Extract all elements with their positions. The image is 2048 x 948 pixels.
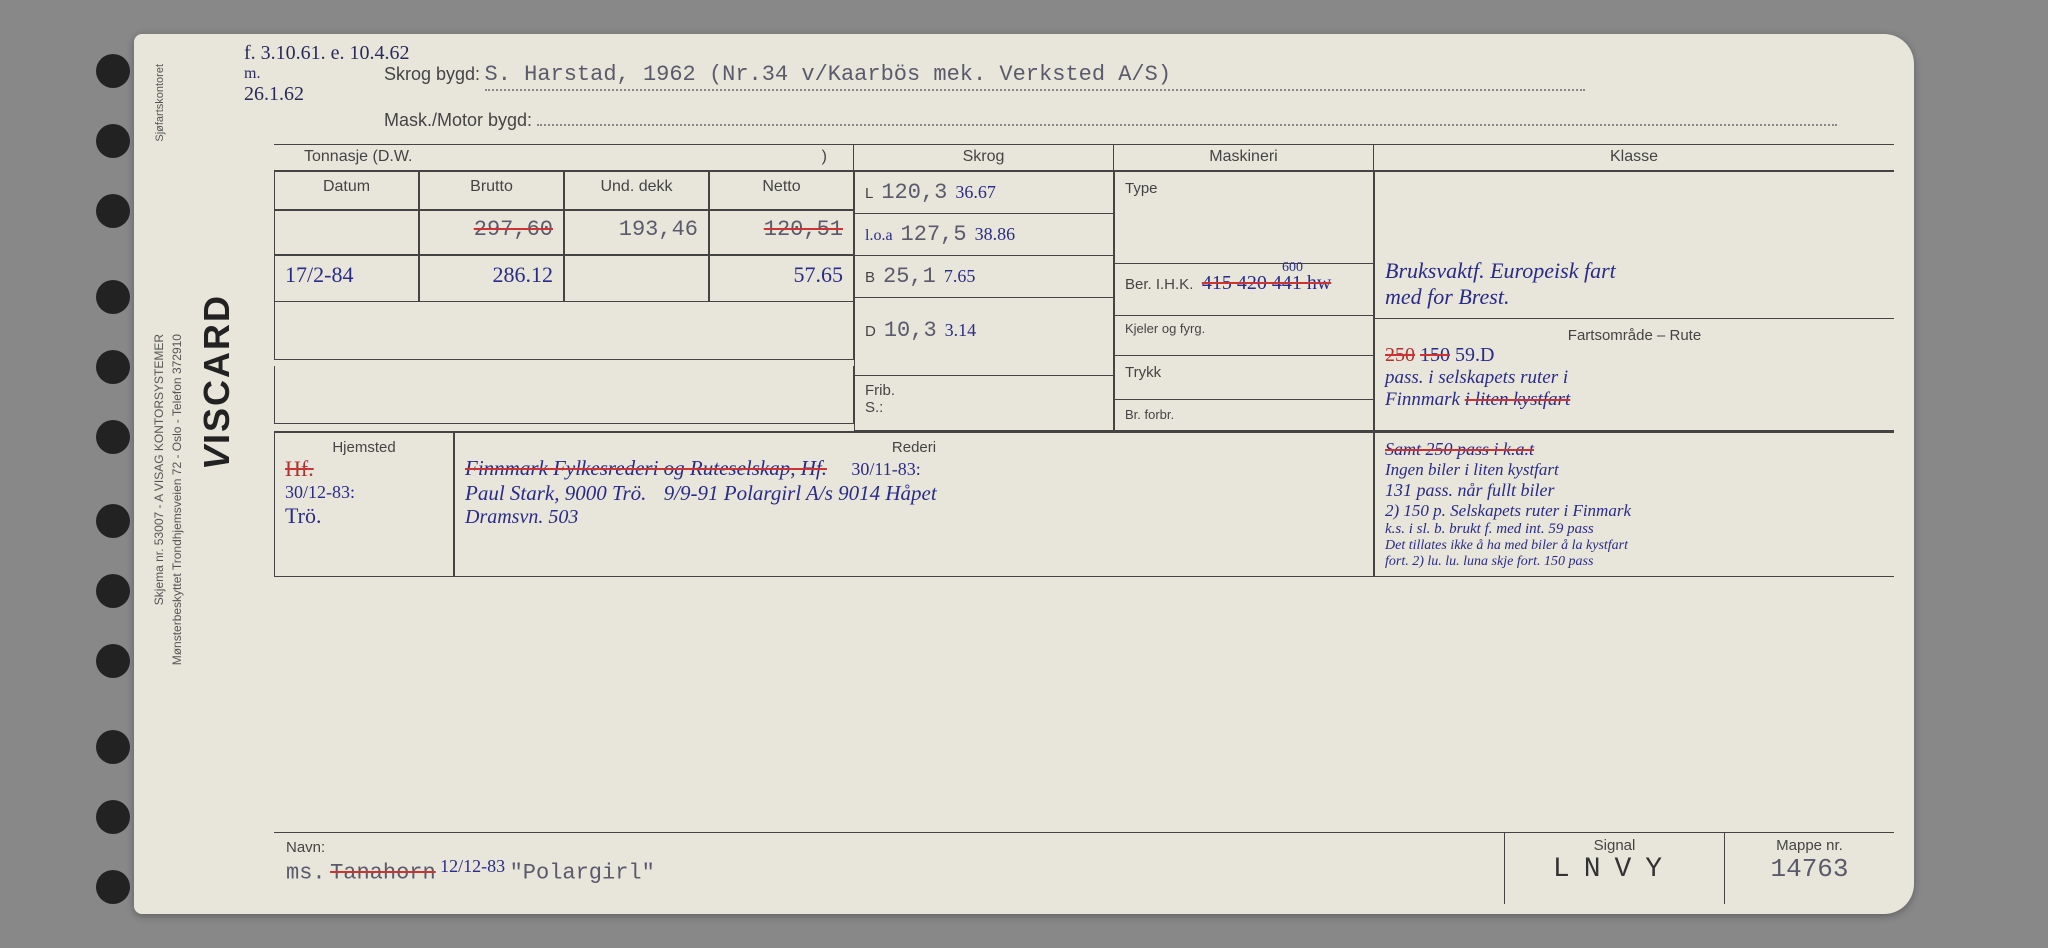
side-top-label: Sjøfartskontoret — [154, 64, 166, 142]
note-b: m. — [244, 65, 260, 82]
skrog-L-alt: 36.67 — [955, 182, 996, 203]
content: f. 3.10.61. e. 10.4.62 m. 26.1.62 Skrog … — [274, 44, 1894, 904]
side-line2: Mønsterbeskyttet Trondhjemsveien 72 - Os… — [170, 334, 186, 665]
mappe-value: 14763 — [1735, 854, 1884, 884]
th-unddekk: Und. dekk — [564, 171, 709, 210]
r1-unddekk: 193,46 — [564, 210, 709, 256]
signal-value: LNVY — [1515, 854, 1714, 885]
th-maskineri: Maskineri — [1114, 144, 1374, 170]
side-line1: Skjema nr. 53007 - A VISAG KONTORSYSTEME… — [152, 334, 168, 605]
r1-datum — [274, 210, 419, 256]
skrog-val: S. Harstad, 1962 (Nr.34 v/Kaarbös mek. V… — [485, 62, 1585, 91]
r2-brutto: 286.12 — [419, 255, 564, 302]
signal-box: Signal LNVY — [1504, 833, 1724, 904]
brand-logo: VVISCARDISCARD — [196, 294, 238, 470]
skrog-D-alt: 3.14 — [945, 320, 977, 341]
th-skrog: Skrog — [854, 144, 1114, 170]
mappe-box: Mappe nr. 14763 — [1724, 833, 1894, 904]
klasse-text1: Bruksvaktf. Europeisk fart — [1385, 258, 1884, 284]
index-card: Sjøfartskontoret Skjema nr. 53007 - A VI… — [134, 34, 1914, 914]
skrog-D: 10,3 — [884, 318, 937, 343]
ber-note: 600 — [1282, 260, 1303, 276]
navn-old: Tanahorn — [330, 860, 436, 885]
side-print: Sjøfartskontoret Skjema nr. 53007 - A VI… — [152, 34, 222, 914]
ber-val: 415 420 441 hw — [1202, 272, 1331, 294]
motor-label: Mask./Motor bygd: — [384, 110, 532, 130]
skrog-label: Skrog bygd: — [384, 64, 480, 84]
skrog-L: 120,3 — [881, 180, 947, 205]
skrog-Loa-alt: 38.86 — [975, 224, 1016, 245]
rederi-block: Rederi Finnmark Fylkesrederi og Rutesels… — [454, 432, 1374, 577]
main-table: Tonnasje (D.W. ) Skrog Maskineri Klasse … — [274, 144, 1894, 577]
th-klasse: Klasse — [1374, 144, 1894, 170]
skrog-B-alt: 7.65 — [944, 266, 976, 287]
klasse-block: Bruksvaktf. Europeisk fart med for Brest… — [1374, 171, 1894, 431]
binder-holes — [84, 34, 134, 914]
header-skrog: Skrog bygd: S. Harstad, 1962 (Nr.34 v/Ka… — [384, 62, 1884, 91]
klasse-lower: Samt 250 pass i k.a.t Ingen biler i lite… — [1374, 432, 1894, 577]
r2-netto: 57.65 — [709, 255, 854, 302]
r2-datum: 17/2-84 — [274, 255, 419, 302]
skrog-B: 25,1 — [883, 264, 936, 289]
farts-label: Fartsområde – Rute — [1385, 327, 1884, 344]
motor-val — [537, 108, 1837, 126]
navn-block: Navn: ms. Tanahorn 12/12-83 "Polargirl" — [274, 833, 1504, 904]
skrog-block: L 120,3 36.67 l.o.a 127,5 38.86 B 25,1 7… — [854, 171, 1114, 431]
th-brutto: Brutto — [419, 171, 564, 210]
navn-new: "Polargirl" — [510, 860, 655, 885]
klasse-text2: med for Brest. — [1385, 284, 1884, 310]
th-tonnasje: Tonnasje (D.W. ) — [274, 144, 854, 170]
skrog-Loa: 127,5 — [901, 222, 967, 247]
r2-unddekk — [564, 255, 709, 302]
bottom-row: Navn: ms. Tanahorn 12/12-83 "Polargirl" … — [274, 832, 1894, 904]
hjemsted-block: Hjemsted Hf. 30/12-83: Trö. — [274, 432, 454, 577]
maskineri-block: Type Ber. I.H.K. 415 420 441 hw 600 Kjel… — [1114, 171, 1374, 431]
header-motor: Mask./Motor bygd: — [384, 108, 1884, 131]
th-netto: Netto — [709, 171, 854, 210]
r1-brutto: 297,60 — [419, 210, 564, 256]
r1-netto: 120,51 — [709, 210, 854, 256]
th-datum: Datum — [274, 171, 419, 210]
